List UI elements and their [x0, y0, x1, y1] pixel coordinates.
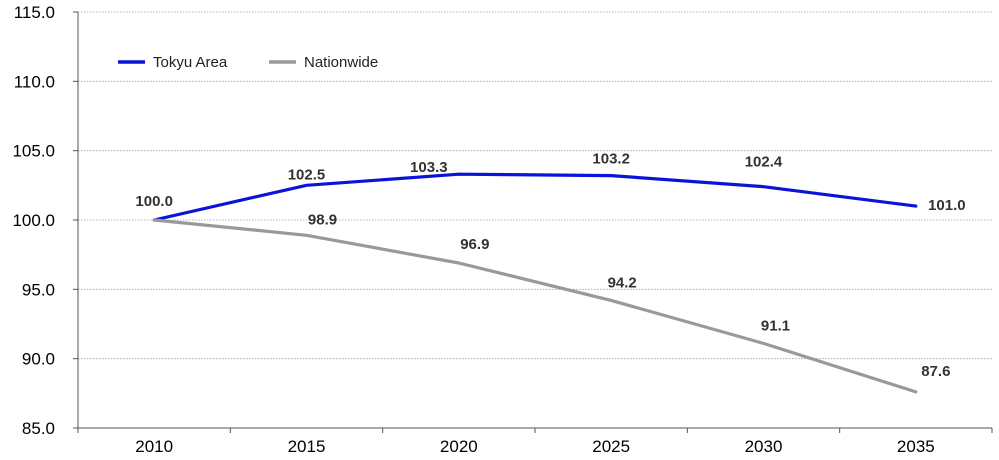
- data-label-tokyu-area: 102.5: [288, 166, 326, 183]
- legend: Tokyu Area Nationwide: [118, 54, 378, 71]
- data-label-layer: 100.0 102.5 103.3 103.2 102.4 101.0 98.9 96.9 94…: [135, 151, 965, 380]
- data-label-tokyu-area: 101.0: [928, 197, 966, 214]
- y-tick-label: 100.0: [12, 211, 55, 230]
- data-label-tokyu-area: 103.2: [592, 151, 630, 168]
- series-line-tokyu-area: [152, 172, 918, 222]
- axis-layer: 85.0 90.0 95.0 100.0 105.0 110.0 115.0 2010 2015…: [12, 3, 993, 456]
- data-label-nationwide: 98.9: [308, 211, 337, 228]
- grid-layer: [78, 11, 992, 429]
- data-label-tokyu-area: 103.3: [410, 159, 448, 176]
- series-line-nationwide: [152, 218, 918, 394]
- x-tick-label: 2035: [897, 437, 935, 456]
- y-tick-label: 90.0: [22, 350, 55, 369]
- x-tick-label: 2030: [745, 437, 783, 456]
- data-label-tokyu-area: 100.0: [135, 193, 173, 210]
- series-layer: [152, 172, 918, 394]
- data-label-nationwide: 91.1: [761, 317, 790, 334]
- y-tick-label: 95.0: [22, 280, 55, 299]
- y-tick-label: 110.0: [14, 72, 55, 91]
- y-tick-label: 105.0: [12, 142, 55, 161]
- x-tick-label: 2025: [592, 437, 630, 456]
- x-tick-label: 2010: [135, 437, 173, 456]
- y-tick-label: 115.0: [14, 3, 55, 22]
- data-label-nationwide: 96.9: [460, 236, 489, 253]
- data-label-nationwide: 87.6: [921, 363, 950, 380]
- x-tick-label: 2015: [288, 437, 326, 456]
- legend-label: Nationwide: [304, 54, 378, 71]
- data-label-nationwide: 94.2: [608, 274, 637, 291]
- legend-label: Tokyu Area: [153, 54, 228, 71]
- y-tick-label: 85.0: [22, 419, 55, 438]
- x-tick-label: 2020: [440, 437, 478, 456]
- data-label-tokyu-area: 102.4: [745, 154, 783, 171]
